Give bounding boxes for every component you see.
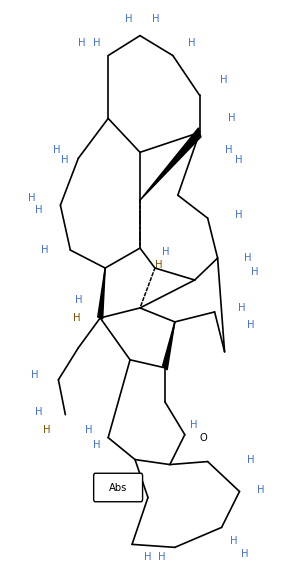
Text: H: H bbox=[61, 155, 68, 166]
Text: H: H bbox=[241, 549, 249, 560]
Polygon shape bbox=[98, 268, 105, 319]
Text: H: H bbox=[235, 210, 242, 220]
Text: H: H bbox=[228, 114, 235, 123]
Text: H: H bbox=[230, 536, 237, 546]
Text: H: H bbox=[35, 407, 42, 417]
Polygon shape bbox=[140, 128, 201, 200]
Text: H: H bbox=[53, 146, 60, 155]
Text: H: H bbox=[235, 155, 242, 166]
Text: H: H bbox=[152, 14, 159, 23]
Text: H: H bbox=[257, 485, 265, 494]
Text: H: H bbox=[35, 205, 42, 215]
Text: H: H bbox=[248, 455, 255, 465]
Text: H: H bbox=[93, 440, 100, 449]
Text: H: H bbox=[220, 75, 227, 86]
Text: H: H bbox=[41, 245, 48, 255]
Text: H: H bbox=[93, 38, 100, 47]
Text: H: H bbox=[248, 320, 255, 330]
Text: H: H bbox=[244, 253, 252, 263]
Text: H: H bbox=[144, 552, 152, 562]
Text: O: O bbox=[200, 433, 207, 443]
Text: H: H bbox=[237, 303, 245, 313]
Text: H: H bbox=[31, 370, 38, 380]
Text: H: H bbox=[190, 420, 197, 429]
Text: H: H bbox=[188, 38, 195, 47]
Text: H: H bbox=[162, 247, 169, 257]
Text: H: H bbox=[78, 38, 85, 47]
FancyBboxPatch shape bbox=[94, 473, 142, 502]
Text: H: H bbox=[73, 313, 80, 323]
Text: H: H bbox=[43, 425, 51, 435]
Text: H: H bbox=[75, 295, 82, 305]
Text: H: H bbox=[251, 267, 259, 277]
Text: H: H bbox=[28, 193, 35, 203]
Text: H: H bbox=[85, 425, 92, 435]
Text: Abs: Abs bbox=[109, 482, 127, 493]
Polygon shape bbox=[163, 322, 175, 370]
Text: H: H bbox=[155, 260, 162, 270]
Text: H: H bbox=[158, 552, 166, 562]
Text: H: H bbox=[225, 146, 232, 155]
Text: H: H bbox=[124, 14, 132, 23]
